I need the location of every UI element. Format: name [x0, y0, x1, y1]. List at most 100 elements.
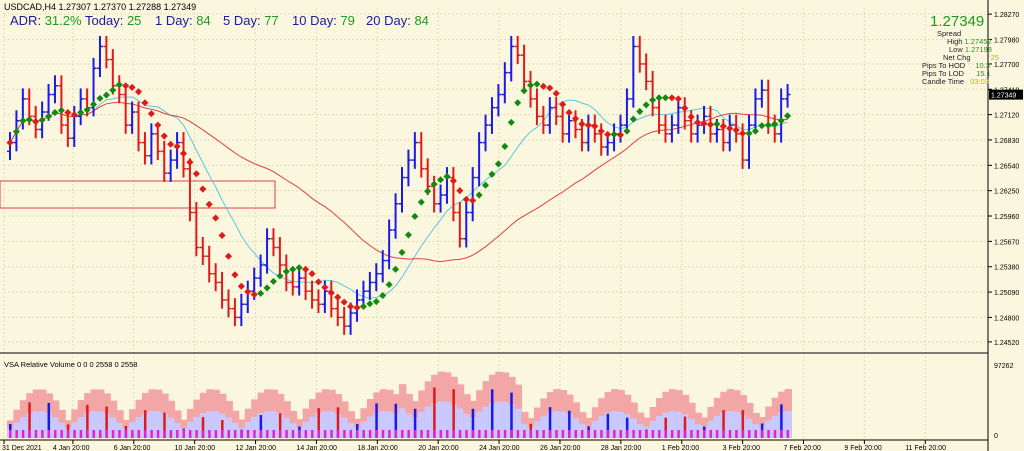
volume-mid-bar — [424, 406, 433, 438]
trend-dot — [295, 264, 303, 272]
trend-dot — [212, 214, 220, 222]
trend-dot — [751, 127, 759, 135]
volume-low-bar — [188, 430, 192, 438]
volume-low-bar — [317, 430, 320, 438]
volume-spike-bar — [28, 402, 31, 438]
volume-low-bar — [143, 430, 147, 438]
trend-dot — [681, 104, 689, 112]
x-tick-label: 24 Jan 20:00 — [479, 445, 520, 451]
trend-dot — [526, 81, 535, 89]
volume-low-bar — [490, 430, 494, 438]
volume-low-bar — [786, 430, 790, 438]
volume-low-bar — [221, 430, 224, 438]
trend-dot — [456, 187, 464, 195]
trend-dot — [642, 101, 650, 109]
volume-mid-bar — [501, 401, 510, 438]
volume-low-bar — [484, 430, 488, 438]
volume-low-bar — [523, 430, 526, 438]
volume-low-bar — [613, 430, 616, 438]
volume-low-bar — [323, 430, 327, 438]
volume-low-bar — [311, 430, 314, 438]
netchg-readout: Net Chg 25 — [943, 53, 999, 62]
volume-low-bar — [124, 430, 128, 438]
volume-low-bar — [683, 430, 687, 438]
volume-low-bar — [420, 430, 423, 438]
volume-mid-bar — [726, 411, 735, 438]
volume-low-bar — [388, 430, 391, 438]
trend-dot — [128, 83, 136, 91]
trend-dot — [494, 160, 502, 168]
volume-mid-bar — [617, 411, 625, 438]
high-value: 1.27452 — [964, 37, 992, 46]
trend-dot — [745, 129, 753, 137]
volume-spike-bar — [433, 387, 436, 438]
volume-mid-bar — [456, 408, 465, 438]
trend-dot — [102, 91, 110, 99]
volume-mid-bar — [251, 416, 259, 438]
volume-low-bar — [574, 430, 578, 438]
volume-low-bar — [709, 430, 712, 438]
volume-mid-bar — [39, 411, 47, 438]
time-axis: 31 Dec 2021 4 Jan 20:00 6 Jan 20:00 10 Jan … — [2, 440, 946, 451]
volume-mid-bar — [19, 417, 28, 438]
volume-spike-bar — [452, 389, 455, 438]
volume-mid-bar — [51, 417, 60, 438]
spread-label: Spread — [937, 29, 962, 38]
volume-mid-bar — [437, 401, 445, 438]
trend-dot — [533, 80, 541, 88]
volume-spike-bar — [548, 407, 552, 438]
trend-dot — [758, 122, 766, 130]
volume-low-bar — [240, 430, 243, 438]
volume-spike-bar — [278, 413, 282, 438]
trend-dot — [623, 127, 631, 135]
volume-mid-bar — [656, 416, 664, 438]
trend-dot — [205, 200, 213, 208]
volume-low-bar — [478, 430, 481, 438]
volume-low-bar — [150, 430, 153, 438]
current-price-tag-label: 1.27349 — [991, 93, 1016, 100]
lod-label: Pips To LOD — [922, 69, 964, 78]
trend-dot — [115, 81, 123, 89]
volume-low-bar — [690, 430, 693, 438]
trend-dot — [732, 126, 740, 134]
volume-spike-bar — [47, 402, 51, 438]
trend-dot — [321, 283, 329, 291]
volume-mid-bar — [559, 411, 568, 438]
trend-dot — [482, 181, 490, 189]
trend-dot — [616, 131, 625, 139]
trend-dot — [514, 99, 522, 107]
volume-mid-bar — [514, 408, 523, 438]
trend-dot — [96, 94, 104, 102]
volume-mid-bar — [784, 411, 792, 438]
volume-low-bar — [73, 430, 76, 438]
trend-dot — [269, 277, 278, 285]
trend-dot — [218, 231, 226, 240]
today-readout: Today: 25 — [85, 13, 141, 28]
day10-readout: 10 Day: 79 — [292, 13, 355, 28]
volume-mid-bar — [77, 417, 86, 438]
volume-low-bar — [394, 430, 398, 438]
volume-low-bar — [426, 430, 430, 438]
volume-low-bar — [555, 430, 558, 438]
x-tick-label: 4 Jan 20:00 — [53, 445, 90, 451]
volume-mid-bar — [443, 401, 452, 438]
volume-mid-bar — [386, 411, 394, 438]
volume-low-bar — [60, 430, 63, 438]
volume-mid-bar — [379, 411, 388, 438]
trend-dot — [739, 129, 747, 137]
trend-dot — [90, 100, 98, 108]
volume-mid-bar — [688, 418, 696, 438]
volume-low-bar — [208, 430, 211, 438]
volume-low-bar — [542, 430, 545, 438]
day5-label: 5 Day: — [223, 13, 261, 28]
volume-mid-bar — [193, 416, 201, 438]
hod-value: 10.3 — [975, 61, 990, 70]
trend-dot — [475, 191, 483, 199]
volume-low-bar — [272, 430, 275, 438]
volume-low-bar — [619, 430, 622, 438]
volume-low-bar — [715, 430, 719, 438]
y-tick-label: 1.26250 — [994, 189, 1019, 196]
trend-dot — [12, 128, 20, 136]
volume-low-bar — [497, 430, 500, 438]
